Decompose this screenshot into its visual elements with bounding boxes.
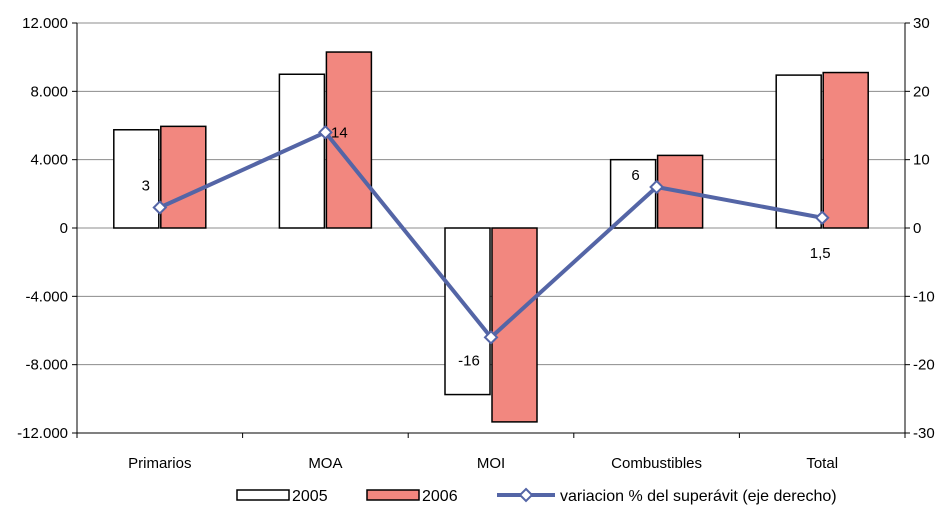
right-tick-label: -20: [913, 357, 935, 374]
right-tick-label: -10: [913, 288, 935, 305]
category-label-primarios: Primarios: [128, 455, 191, 472]
variation-marker-combustibles: [649, 179, 665, 195]
bar-2005-total: [775, 74, 822, 229]
right-tick-label: 20: [913, 83, 930, 100]
bar-2006-primarios: [160, 125, 207, 229]
legend-label-variacion: variacion % del superávit (eje derecho): [560, 488, 837, 505]
category-label-total: Total: [806, 455, 838, 472]
legend-label-2005: 2005: [292, 488, 328, 505]
category-label-moi: MOI: [477, 455, 505, 472]
data-label-primarios: 3: [142, 178, 150, 195]
variation-marker-moi: [483, 329, 499, 345]
gridlines: [77, 22, 905, 434]
legend-swatch-2005: [236, 489, 290, 501]
right-tick-label: 0: [913, 220, 921, 237]
variation-polyline: [158, 130, 823, 340]
right-tick-label: 30: [913, 15, 930, 32]
left-tick-label: 0: [60, 220, 68, 237]
legend-marker-swatch: [518, 487, 534, 503]
right-tick-label: -30: [913, 425, 935, 442]
left-tick-label: 12.000: [22, 15, 68, 32]
data-label-moi: -16: [458, 352, 480, 369]
left-tick-label: -12.000: [17, 425, 68, 442]
legend-swatch-2006: [366, 489, 420, 501]
data-label-moa: 14: [331, 124, 348, 141]
data-label-combustibles: 6: [631, 167, 639, 184]
right-tick-label: 10: [913, 152, 930, 169]
variation-marker-moa: [317, 124, 333, 140]
left-tick-label: -4.000: [25, 288, 68, 305]
legend: 2005 2006 variacion % del superávit (eje d…: [236, 487, 837, 505]
left-tick-label: -8.000: [25, 357, 68, 374]
bar-2006-total: [822, 71, 869, 229]
left-tick-label: 4.000: [30, 152, 68, 169]
data-label-total: 1,5: [810, 245, 831, 262]
variation-marker-total: [814, 210, 830, 226]
labels: 3 14 -16 6 1,5: [142, 124, 831, 369]
category-label-moa: MOA: [308, 455, 342, 472]
left-tick-label: 8.000: [30, 83, 68, 100]
category-label-combustibles: Combustibles: [611, 455, 702, 472]
bars: [113, 51, 869, 423]
legend-label-2006: 2006: [422, 488, 458, 505]
bar-2005-primarios: [113, 129, 160, 229]
bar-2006-moi: [491, 227, 538, 423]
axes: -12.000 -8.000 -4.000 0 4.000 8.000 12.000 -30 -…: [17, 15, 935, 472]
variation-line: [152, 124, 830, 345]
variation-marker-primarios: [152, 200, 168, 215]
